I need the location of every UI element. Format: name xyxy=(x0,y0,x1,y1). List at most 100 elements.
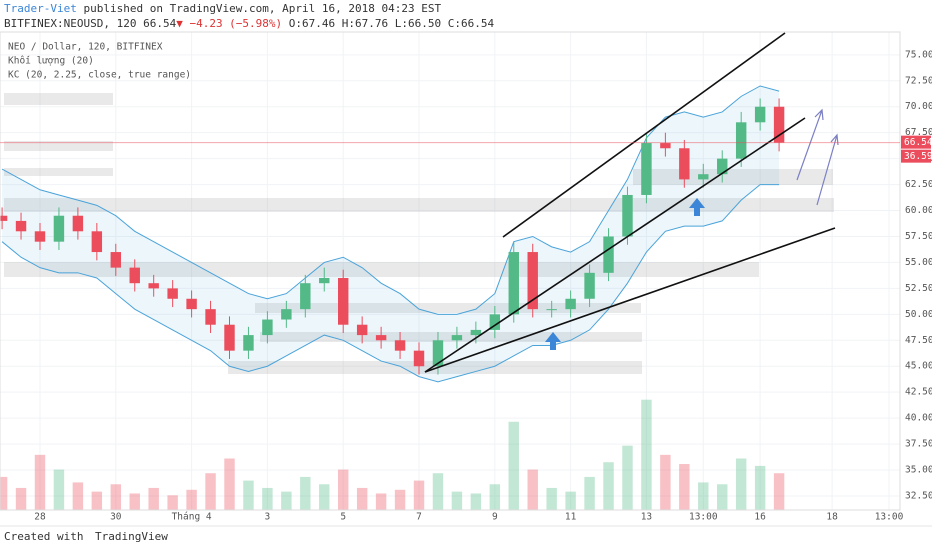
candle-body xyxy=(224,324,235,351)
x-tick-label: 7 xyxy=(416,512,422,523)
y-tick-label: 50.00 xyxy=(905,309,932,320)
volume-bar xyxy=(660,454,671,510)
candle-body xyxy=(413,350,425,367)
y-tick-label: 60.00 xyxy=(905,205,932,216)
arrow-up xyxy=(689,198,705,216)
volume-bar xyxy=(281,491,292,510)
zone xyxy=(228,361,642,374)
candle-body xyxy=(546,309,557,311)
published: published on TradingView.com, April 16, … xyxy=(83,2,441,15)
volume-bar xyxy=(622,445,633,510)
volume-bar xyxy=(546,487,557,510)
candle-body xyxy=(394,340,406,351)
candle-body xyxy=(527,252,538,310)
y-tick-label: 70.00 xyxy=(905,101,932,112)
brand[interactable]: TradingView xyxy=(95,530,168,543)
volume-bar xyxy=(698,482,709,510)
zone xyxy=(4,141,113,151)
price-tag: 66.54 xyxy=(904,137,932,148)
y-tick-label: 52.50 xyxy=(905,283,932,294)
candle-body xyxy=(281,309,292,320)
volume-bar xyxy=(603,462,614,510)
volume-bar xyxy=(735,458,747,510)
volume-bar xyxy=(451,491,463,510)
legend-line: NEO / Dollar, 120, BITFINEX xyxy=(8,42,163,53)
volume-bar xyxy=(641,399,652,510)
candle-body xyxy=(451,335,463,341)
candle-body xyxy=(584,272,595,299)
plot xyxy=(0,85,785,510)
y-tick-label: 45.00 xyxy=(905,361,932,372)
x-tick-label: 13:00 xyxy=(689,512,718,523)
candle-body xyxy=(679,148,690,180)
volume-bar xyxy=(394,489,406,510)
volume-bar xyxy=(773,473,785,510)
y-tick-label: 42.50 xyxy=(905,387,932,398)
volume-bar xyxy=(319,484,330,510)
x-tick-label: 30 xyxy=(110,512,122,523)
volume-bar xyxy=(717,484,728,510)
volume-bar xyxy=(527,469,538,510)
volume-tag-bg xyxy=(901,149,931,163)
legend-line: KC (20, 2.25, close, true range) xyxy=(8,70,191,81)
candle-body xyxy=(356,324,368,336)
y-tick-label: 37.50 xyxy=(905,439,932,450)
candle-body xyxy=(0,215,8,221)
price-tag-bg xyxy=(901,135,931,149)
volume-bar xyxy=(53,469,65,510)
volume-bar xyxy=(337,469,349,510)
ohlc: O:67.46 H:67.76 L:66.50 C:66.54 xyxy=(289,17,495,30)
candle-body xyxy=(53,215,65,242)
x-tick-label: 16 xyxy=(754,512,766,523)
volume-bar xyxy=(489,484,501,510)
change: ▼ −4.23 (−5.98%) xyxy=(176,17,282,30)
volume-bar xyxy=(205,473,216,510)
x-tick-label: 5 xyxy=(340,512,346,523)
volume-bar xyxy=(0,476,8,510)
y-tick-label: 55.00 xyxy=(905,257,932,268)
upper-band xyxy=(1,85,780,315)
x-tick-label: 3 xyxy=(265,512,271,523)
volume-bar xyxy=(243,480,254,510)
candle-body xyxy=(167,288,178,299)
candle-body xyxy=(300,283,311,310)
volume-bar xyxy=(508,421,519,510)
x-tick-label: 28 xyxy=(34,512,46,523)
candle-body xyxy=(205,309,216,325)
zone xyxy=(255,303,641,313)
last: 66.54 xyxy=(143,17,176,30)
volume-bar xyxy=(224,458,235,510)
candle-body xyxy=(603,236,614,273)
signal-arrows xyxy=(545,198,705,350)
volume-bar xyxy=(356,487,368,510)
candle-body xyxy=(15,220,27,232)
volume-bar xyxy=(300,476,311,510)
candle-body xyxy=(375,335,387,341)
y-tick-label: 72.50 xyxy=(905,75,932,86)
candle-body xyxy=(773,106,785,143)
volume-bar xyxy=(15,487,27,510)
ticker: BITFINEX:NEOUSD, 120 66.54▼ −4.23 (−5.98… xyxy=(4,17,494,30)
volume-bar xyxy=(679,464,690,510)
arrow xyxy=(816,133,839,206)
y-tick-label: 57.50 xyxy=(905,231,932,242)
x-tick-label: 18 xyxy=(826,512,838,523)
volume-bar xyxy=(584,476,595,510)
volume-tag: 36.59 xyxy=(904,151,932,162)
candle-body xyxy=(34,231,46,242)
y-tick-label: 47.50 xyxy=(905,335,932,346)
volume-bar xyxy=(34,454,46,510)
lower-band xyxy=(1,184,780,383)
y-tick-label: 35.00 xyxy=(905,465,932,476)
candle-body xyxy=(641,143,652,195)
header: Trader-Viet published on TradingView.com… xyxy=(4,2,441,15)
x-tick-label: 13 xyxy=(641,512,652,523)
x-tick-label: 13:00 xyxy=(875,512,904,523)
volume-bar xyxy=(72,482,84,510)
volume-bar xyxy=(262,487,273,510)
volume-bar xyxy=(186,489,197,510)
author[interactable]: Trader-Viet xyxy=(4,2,77,15)
volume-bar xyxy=(565,491,576,510)
